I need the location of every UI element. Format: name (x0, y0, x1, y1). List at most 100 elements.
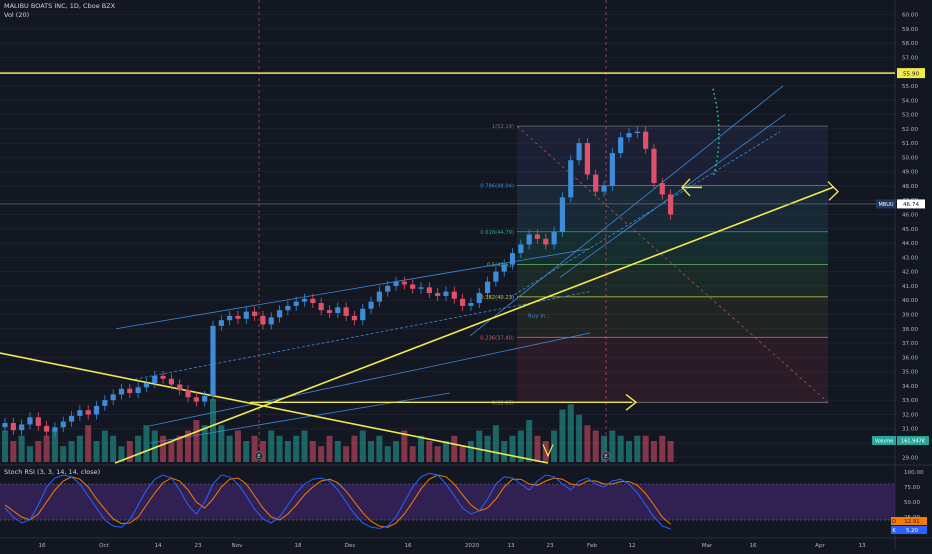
candle-body[interactable] (518, 244, 524, 254)
volume-bar[interactable] (201, 425, 208, 462)
candle-body[interactable] (27, 417, 33, 425)
volume-bar[interactable] (442, 441, 449, 462)
channel-line[interactable] (129, 291, 591, 381)
candle-body[interactable] (77, 410, 83, 416)
volume-bar[interactable] (509, 435, 516, 462)
candle-body[interactable] (235, 315, 241, 319)
volume-bar[interactable] (467, 441, 474, 462)
candle-body[interactable] (268, 317, 274, 325)
volume-bar[interactable] (185, 430, 192, 463)
volume-bar[interactable] (459, 446, 466, 462)
candle-body[interactable] (52, 427, 58, 432)
volume-bar[interactable] (409, 446, 416, 462)
candle-body[interactable] (177, 384, 183, 391)
volume-bar[interactable] (626, 441, 632, 462)
candle-body[interactable] (401, 281, 407, 285)
volume-bar[interactable] (601, 435, 608, 462)
candle-body[interactable] (668, 194, 674, 215)
volume-bar[interactable] (434, 446, 441, 462)
candle-body[interactable] (484, 281, 491, 294)
volume-bar[interactable] (567, 404, 574, 462)
candle-body[interactable] (318, 303, 324, 311)
volume-bar[interactable] (501, 441, 508, 462)
candle-body[interactable] (643, 131, 649, 149)
candle-body[interactable] (326, 310, 333, 314)
volume-bar[interactable] (451, 435, 458, 462)
volume-bar[interactable] (60, 446, 67, 462)
volume-bar[interactable] (143, 425, 150, 462)
candle-body[interactable] (293, 301, 299, 306)
candle-body[interactable] (584, 143, 590, 175)
volume-bar[interactable] (634, 435, 641, 462)
candle-body[interactable] (202, 395, 208, 402)
candle-body[interactable] (2, 423, 8, 428)
candle-body[interactable] (252, 311, 258, 316)
candle-body[interactable] (243, 311, 249, 319)
volume-bar[interactable] (559, 409, 566, 463)
candle-body[interactable] (543, 238, 549, 245)
volume-bar[interactable] (110, 435, 117, 462)
candle-body[interactable] (634, 131, 640, 134)
volume-bar[interactable] (76, 435, 83, 462)
candle-body[interactable] (368, 301, 374, 309)
candle-body[interactable] (501, 264, 507, 272)
candle-body[interactable] (468, 303, 474, 306)
volume-bar[interactable] (484, 435, 491, 462)
stoch-rsi-title[interactable]: Stoch RSI (3, 3, 14, 14, close) (4, 468, 101, 476)
candle-body[interactable] (609, 153, 615, 186)
volume-bar[interactable] (18, 435, 25, 462)
volume-bar[interactable] (234, 430, 241, 463)
volume-bar[interactable] (218, 425, 225, 462)
volume-bar[interactable] (576, 414, 583, 462)
volume-bar[interactable] (343, 446, 350, 462)
volume-bar[interactable] (35, 441, 42, 462)
volume-bar[interactable] (101, 430, 108, 463)
channel-line[interactable] (509, 131, 781, 298)
volume-bar[interactable] (326, 435, 333, 462)
candle-body[interactable] (301, 298, 308, 302)
volume-bar[interactable] (68, 441, 75, 462)
volume-bar[interactable] (85, 425, 92, 462)
candle-body[interactable] (60, 421, 66, 428)
candle-body[interactable] (85, 410, 91, 415)
volume-bar[interactable] (334, 441, 341, 462)
candle-body[interactable] (152, 375, 158, 384)
volume-bar[interactable] (659, 435, 666, 462)
volume-bar[interactable] (251, 435, 258, 462)
volume-bar[interactable] (309, 441, 316, 462)
candle-body[interactable] (335, 307, 341, 314)
candle-body[interactable] (193, 397, 199, 402)
volume-bar[interactable] (160, 435, 167, 462)
candle-body[interactable] (351, 315, 358, 321)
candle-body[interactable] (418, 287, 424, 289)
volume-bar[interactable] (284, 441, 291, 462)
volume-bar[interactable] (193, 420, 200, 462)
volume-bar[interactable] (401, 430, 408, 463)
volume-bar[interactable] (393, 441, 400, 462)
volume-bar[interactable] (293, 435, 300, 462)
candle-body[interactable] (110, 394, 116, 401)
candle-body[interactable] (626, 133, 632, 138)
volume-bar[interactable] (426, 441, 433, 462)
volume-bar[interactable] (176, 435, 183, 462)
candle-body[interactable] (227, 315, 233, 321)
candle-body[interactable] (210, 325, 216, 396)
candle-body[interactable] (410, 284, 416, 289)
candle-body[interactable] (618, 137, 624, 154)
candle-body[interactable] (435, 293, 441, 296)
volume-bar[interactable] (609, 430, 616, 463)
volume-bar[interactable] (534, 435, 541, 462)
candle-body[interactable] (443, 291, 449, 296)
candle-body[interactable] (260, 315, 266, 325)
volume-bar[interactable] (2, 430, 8, 463)
volume-bar[interactable] (268, 430, 275, 463)
candle-body[interactable] (534, 234, 541, 239)
candle-body[interactable] (118, 388, 125, 395)
trend-line[interactable] (0, 352, 549, 464)
candle-body[interactable] (143, 383, 150, 388)
candle-body[interactable] (168, 378, 174, 385)
candle-body[interactable] (651, 148, 657, 184)
candle-body[interactable] (593, 174, 599, 192)
candle-body[interactable] (601, 185, 607, 192)
